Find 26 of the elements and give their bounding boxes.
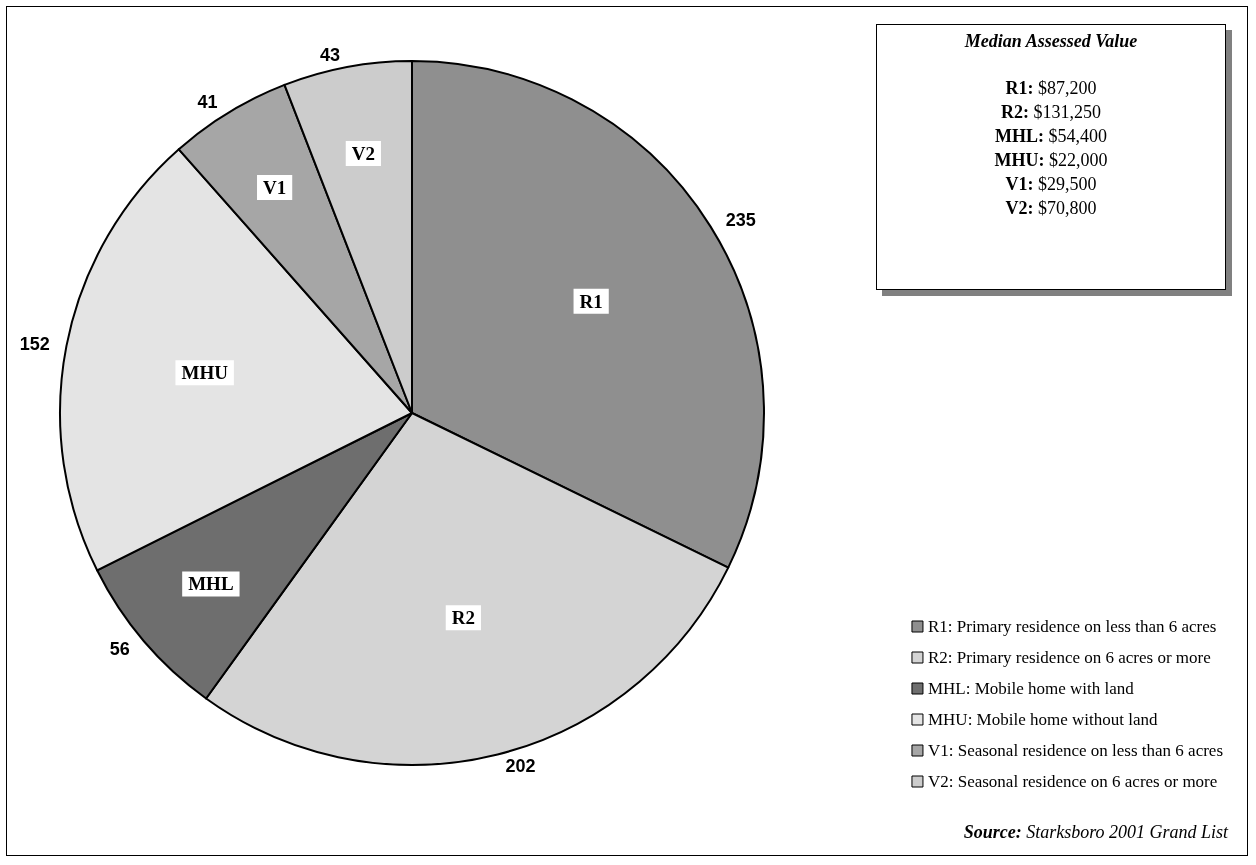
text: V1: $29,500 [1005, 174, 1097, 194]
legend-label: V1: Seasonal residence on less than 6 acres [927, 741, 1223, 760]
legend-label: V2: Seasonal residence on 6 acres or more [927, 772, 1218, 791]
data-label: 41 [197, 92, 218, 113]
legend-label: MHU: Mobile home without land [927, 710, 1158, 729]
text: MHU: $22,000 [994, 150, 1108, 170]
text: MHL [188, 573, 234, 595]
text: V1 [263, 177, 287, 199]
text: R2: $131,250 [1001, 102, 1101, 122]
legend-label: R2: Primary residence on 6 acres or more [927, 648, 1211, 667]
text: R1: $87,200 [1005, 78, 1097, 98]
legend-label: MHL: Mobile home with land [927, 679, 1135, 698]
text: MHU [181, 362, 228, 384]
data-label: 152 [19, 333, 50, 354]
text: R2 [451, 607, 475, 629]
text: Median Assessed Value [963, 31, 1139, 52]
text: V2: $70,800 [1005, 198, 1097, 218]
text: R1 [579, 290, 603, 312]
data-label: 202 [505, 756, 536, 777]
data-label: 43 [319, 45, 340, 66]
text: MHL: $54,400 [995, 126, 1107, 146]
source-note: Source: Starksboro 2001 Grand List [963, 822, 1228, 842]
data-label: 235 [725, 210, 756, 231]
text: V2 [351, 143, 375, 165]
data-label: 56 [109, 638, 130, 659]
legend-label: R1: Primary residence on less than 6 acres [927, 617, 1217, 636]
